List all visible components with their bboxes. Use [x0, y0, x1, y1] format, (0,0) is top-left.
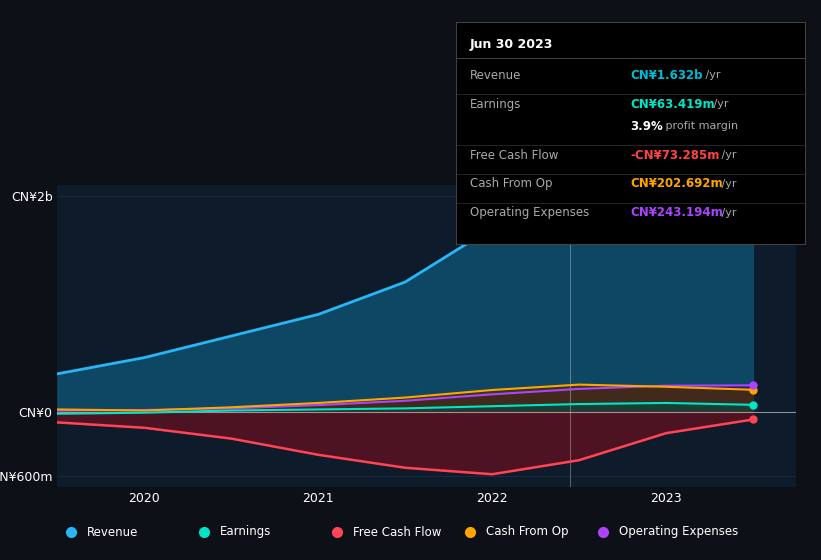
Text: Revenue: Revenue [470, 69, 521, 82]
Text: Operating Expenses: Operating Expenses [470, 206, 589, 219]
Text: Free Cash Flow: Free Cash Flow [353, 525, 441, 539]
Text: /yr: /yr [710, 99, 729, 109]
Text: Revenue: Revenue [87, 525, 138, 539]
Text: CN¥243.194m: CN¥243.194m [631, 206, 722, 219]
Text: CN¥63.419m: CN¥63.419m [631, 98, 715, 111]
Text: Earnings: Earnings [470, 98, 521, 111]
Text: /yr: /yr [718, 150, 737, 160]
Text: CN¥1.632b: CN¥1.632b [631, 69, 703, 82]
Text: /yr: /yr [702, 71, 721, 81]
Text: -CN¥73.285m: -CN¥73.285m [631, 148, 719, 162]
Text: 3.9%: 3.9% [631, 120, 663, 133]
Text: CN¥202.692m: CN¥202.692m [631, 178, 722, 190]
Text: Operating Expenses: Operating Expenses [619, 525, 738, 539]
Text: Free Cash Flow: Free Cash Flow [470, 148, 558, 162]
Text: Earnings: Earnings [220, 525, 271, 539]
Text: Jun 30 2023: Jun 30 2023 [470, 38, 553, 51]
Text: /yr: /yr [718, 179, 737, 189]
Text: Cash From Op: Cash From Op [470, 178, 552, 190]
Text: profit margin: profit margin [663, 122, 738, 132]
Text: Cash From Op: Cash From Op [486, 525, 568, 539]
Text: /yr: /yr [718, 208, 737, 218]
